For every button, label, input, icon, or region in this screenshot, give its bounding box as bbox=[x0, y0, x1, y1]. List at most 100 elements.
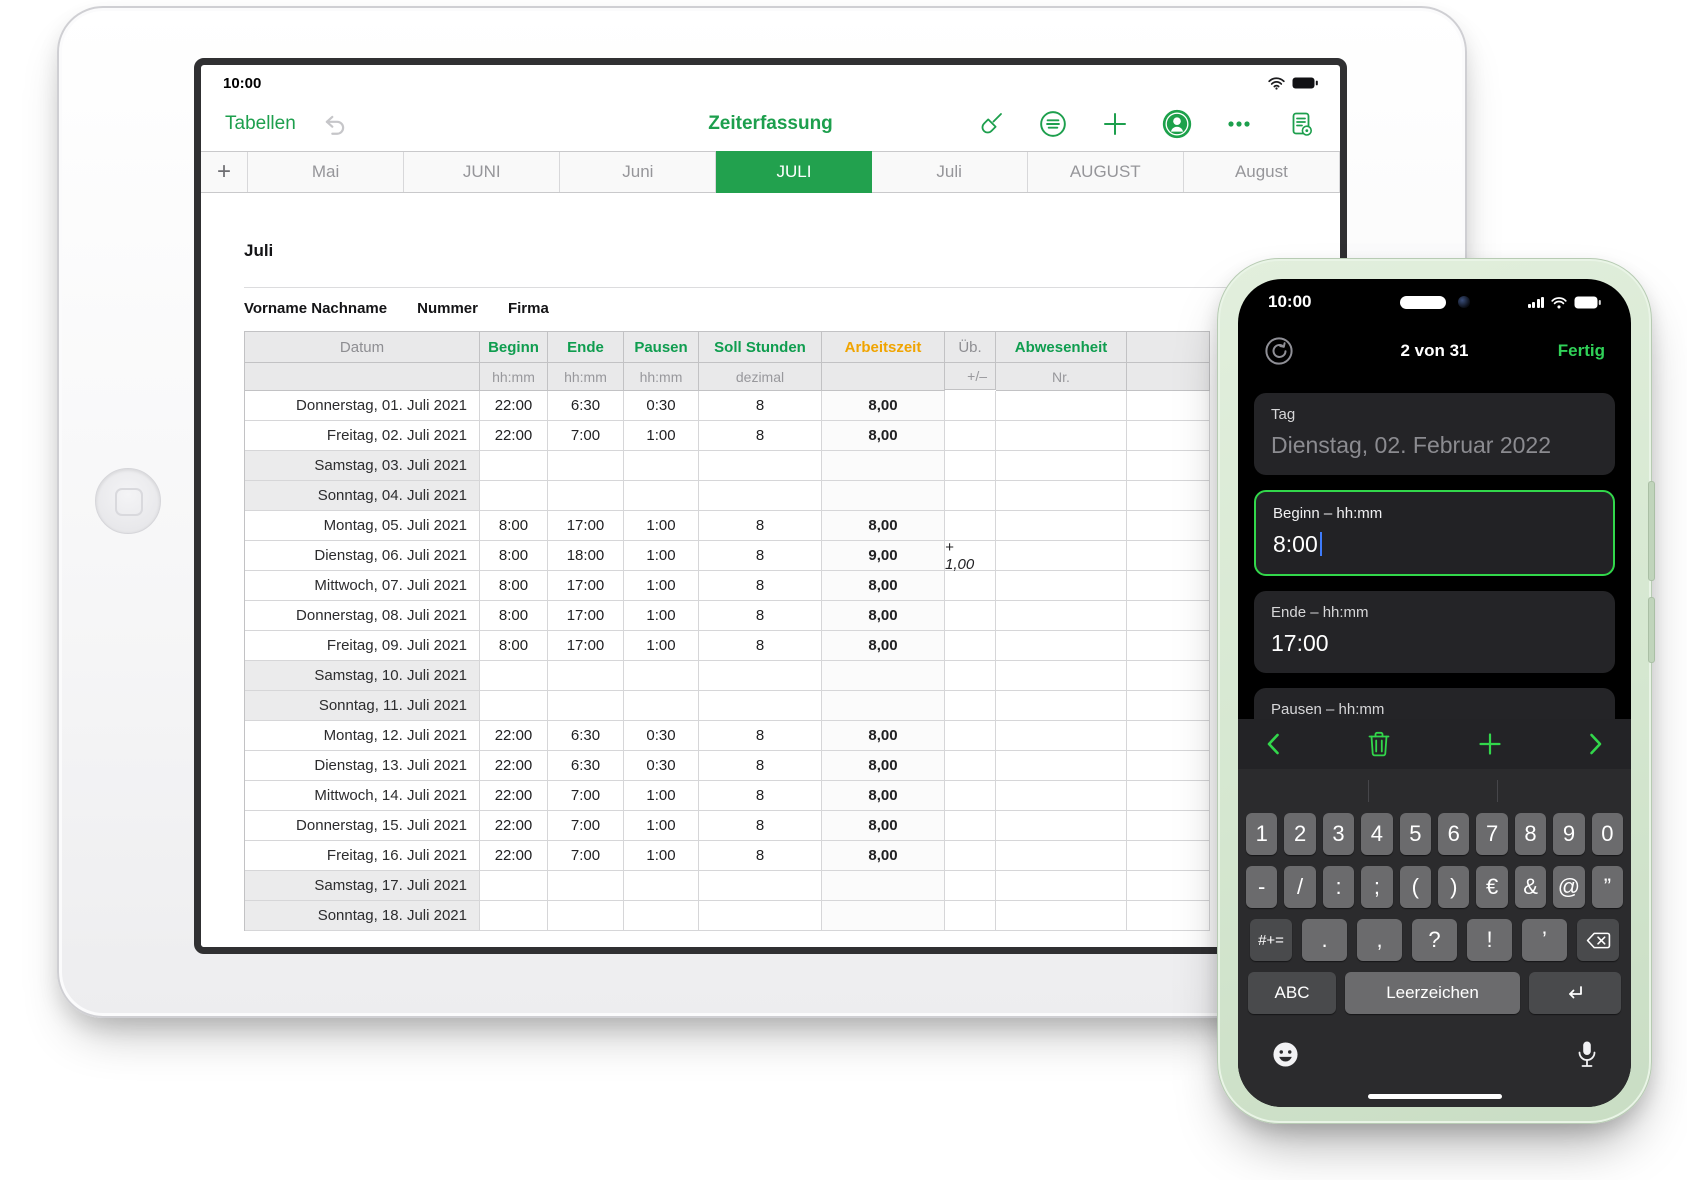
column-header[interactable] bbox=[1127, 332, 1210, 363]
table-cell[interactable]: 6:30 bbox=[548, 751, 624, 781]
table-cell[interactable]: 0:30 bbox=[624, 721, 699, 751]
key-4[interactable]: 4 bbox=[1361, 813, 1393, 855]
table-cell[interactable]: 8:00 bbox=[480, 571, 548, 601]
table-cell[interactable]: 0:30 bbox=[624, 751, 699, 781]
key-1[interactable]: 1 bbox=[1246, 813, 1278, 855]
key-([interactable]: ( bbox=[1399, 866, 1432, 908]
column-header[interactable]: Datum bbox=[245, 332, 480, 363]
table-cell[interactable] bbox=[624, 481, 699, 511]
sheet-tab-mai[interactable]: Mai bbox=[248, 152, 405, 192]
table-cell[interactable] bbox=[996, 661, 1127, 691]
undo-icon[interactable] bbox=[320, 109, 350, 139]
column-header[interactable]: Beginn bbox=[480, 332, 548, 363]
table-cell[interactable]: 9,00 bbox=[822, 541, 945, 571]
table-cell[interactable]: 6:30 bbox=[548, 721, 624, 751]
space-key[interactable]: Leerzeichen bbox=[1345, 972, 1520, 1014]
table-cell[interactable] bbox=[624, 661, 699, 691]
table-cell[interactable] bbox=[699, 481, 822, 511]
table-cell[interactable]: 1:00 bbox=[624, 571, 699, 601]
person-info-row[interactable]: Vorname Nachname Nummer Firma bbox=[244, 300, 1340, 317]
column-subheader[interactable] bbox=[245, 363, 480, 391]
sheet-tab-juli[interactable]: JULI bbox=[716, 151, 872, 193]
table-cell[interactable] bbox=[1127, 841, 1210, 871]
table-cell[interactable] bbox=[945, 451, 996, 481]
backspace-key[interactable] bbox=[1577, 919, 1619, 961]
table-cell[interactable] bbox=[1127, 571, 1210, 601]
table-cell[interactable]: 8 bbox=[699, 811, 822, 841]
table-cell[interactable]: 18:00 bbox=[548, 541, 624, 571]
table-cell[interactable] bbox=[548, 481, 624, 511]
date-cell[interactable]: Sonntag, 11. Juli 2021 bbox=[245, 691, 480, 721]
column-subheader[interactable]: hh:mm bbox=[480, 363, 548, 391]
date-cell[interactable]: Mittwoch, 07. Juli 2021 bbox=[245, 571, 480, 601]
table-cell[interactable] bbox=[1127, 691, 1210, 721]
abc-key[interactable]: ABC bbox=[1248, 972, 1336, 1014]
table-cell[interactable] bbox=[480, 451, 548, 481]
more-icon[interactable] bbox=[1224, 109, 1254, 139]
key-8[interactable]: 8 bbox=[1514, 813, 1547, 855]
table-cell[interactable] bbox=[1127, 631, 1210, 661]
table-cell[interactable] bbox=[996, 511, 1127, 541]
column-subheader[interactable]: hh:mm bbox=[548, 363, 624, 391]
table-cell[interactable] bbox=[548, 451, 624, 481]
key-5[interactable]: 5 bbox=[1399, 813, 1432, 855]
table-cell[interactable]: 8:00 bbox=[480, 631, 548, 661]
table-cell[interactable]: 1:00 bbox=[624, 421, 699, 451]
table-cell[interactable] bbox=[996, 751, 1127, 781]
date-cell[interactable]: Dienstag, 06. Juli 2021 bbox=[245, 541, 480, 571]
chevron-right-icon[interactable] bbox=[1589, 733, 1603, 755]
table-cell[interactable]: 1:00 bbox=[624, 841, 699, 871]
table-cell[interactable] bbox=[822, 481, 945, 511]
date-cell[interactable]: Montag, 12. Juli 2021 bbox=[245, 721, 480, 751]
date-cell[interactable]: Freitag, 16. Juli 2021 bbox=[245, 841, 480, 871]
ipad-home-button[interactable] bbox=[95, 468, 161, 534]
table-cell[interactable] bbox=[945, 391, 996, 421]
table-cell[interactable] bbox=[699, 451, 822, 481]
key-2[interactable]: 2 bbox=[1284, 813, 1316, 855]
table-cell[interactable]: 8 bbox=[699, 751, 822, 781]
field-ende[interactable]: Ende – hh:mm 17:00 bbox=[1254, 591, 1615, 673]
table-cell[interactable]: 8 bbox=[699, 511, 822, 541]
table-cell[interactable]: 8,00 bbox=[822, 421, 945, 451]
date-cell[interactable]: Montag, 05. Juli 2021 bbox=[245, 511, 480, 541]
table-cell[interactable] bbox=[699, 901, 822, 931]
table-cell[interactable]: 8,00 bbox=[822, 811, 945, 841]
table-cell[interactable]: 22:00 bbox=[480, 421, 548, 451]
key-9[interactable]: 9 bbox=[1553, 813, 1585, 855]
date-cell[interactable]: Donnerstag, 01. Juli 2021 bbox=[245, 391, 480, 421]
key-)[interactable]: ) bbox=[1438, 866, 1470, 908]
chevron-left-icon[interactable] bbox=[1266, 733, 1280, 755]
table-cell[interactable]: 1:00 bbox=[624, 541, 699, 571]
table-cell[interactable] bbox=[996, 541, 1127, 571]
key-.[interactable]: . bbox=[1302, 919, 1347, 961]
table-cell[interactable] bbox=[1127, 511, 1210, 541]
key-/[interactable]: / bbox=[1284, 866, 1316, 908]
table-cell[interactable] bbox=[945, 721, 996, 751]
column-subheader[interactable] bbox=[822, 363, 945, 391]
table-cell[interactable] bbox=[480, 901, 548, 931]
table-cell[interactable] bbox=[822, 691, 945, 721]
trash-icon[interactable] bbox=[1367, 731, 1391, 757]
table-cell[interactable] bbox=[945, 481, 996, 511]
table-cell[interactable] bbox=[945, 691, 996, 721]
table-cell[interactable] bbox=[480, 871, 548, 901]
table-cell[interactable] bbox=[996, 481, 1127, 511]
column-subheader[interactable]: Nr. bbox=[996, 363, 1127, 391]
table-cell[interactable]: 8 bbox=[699, 391, 822, 421]
table-cell[interactable] bbox=[945, 421, 996, 451]
table-cell[interactable] bbox=[996, 451, 1127, 481]
table-cell[interactable] bbox=[699, 691, 822, 721]
table-cell[interactable]: 8,00 bbox=[822, 601, 945, 631]
table-cell[interactable]: 8,00 bbox=[822, 631, 945, 661]
symbols-key[interactable]: #+= bbox=[1250, 919, 1292, 961]
table-cell[interactable]: 17:00 bbox=[548, 601, 624, 631]
table-cell[interactable] bbox=[1127, 391, 1210, 421]
table-cell[interactable] bbox=[624, 871, 699, 901]
table-cell[interactable]: 8 bbox=[699, 841, 822, 871]
table-cell[interactable]: 8,00 bbox=[822, 511, 945, 541]
table-cell[interactable] bbox=[1127, 781, 1210, 811]
date-cell[interactable]: Freitag, 02. Juli 2021 bbox=[245, 421, 480, 451]
table-cell[interactable]: 8:00 bbox=[480, 601, 548, 631]
prediction-bar[interactable] bbox=[1238, 769, 1631, 813]
table-cell[interactable]: 22:00 bbox=[480, 751, 548, 781]
